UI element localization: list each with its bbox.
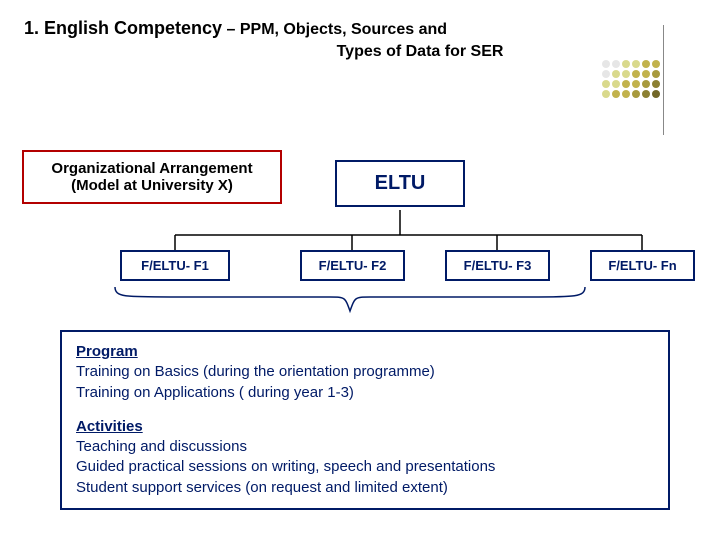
org-line1: Organizational Arrangement: [30, 160, 274, 177]
eltu-child-box: F/ELTU- F2: [300, 250, 405, 281]
decor-dot: [602, 90, 610, 98]
decor-dot: [622, 90, 630, 98]
activities-heading: Activities: [76, 417, 654, 437]
title-strong: 1. English Competency: [24, 18, 222, 38]
decor-dot: [602, 60, 610, 68]
decor-dot: [622, 70, 630, 78]
program-heading: Program: [76, 342, 654, 362]
decor-dot: [652, 80, 660, 88]
decor-dot: [622, 60, 630, 68]
decor-dot: [652, 60, 660, 68]
program-line: Training on Applications ( during year 1…: [76, 383, 654, 403]
decor-dot: [632, 70, 640, 78]
decor-dot: [622, 80, 630, 88]
title-line2: Types of Data for SER: [0, 43, 720, 61]
eltu-box: ELTU: [335, 160, 465, 207]
decor-dot: [652, 70, 660, 78]
eltu-label: ELTU: [375, 172, 426, 194]
eltu-child-box: F/ELTU- F1: [120, 250, 230, 281]
decor-dot: [652, 90, 660, 98]
activity-line: Guided practical sessions on writing, sp…: [76, 457, 654, 477]
decor-dot: [612, 90, 620, 98]
decor-dot: [632, 80, 640, 88]
decor-dot: [602, 70, 610, 78]
decor-dot: [612, 80, 620, 88]
decor-dots: [602, 60, 660, 100]
program-line: Training on Basics (during the orientati…: [76, 362, 654, 382]
activity-line: Student support services (on request and…: [76, 478, 654, 498]
decor-dot: [642, 70, 650, 78]
title-dash: –: [222, 21, 240, 38]
eltu-child-box: F/ELTU- Fn: [590, 250, 695, 281]
curly-brace: [110, 285, 590, 315]
title-sub: PPM, Objects, Sources and: [240, 21, 447, 38]
eltu-child-box: F/ELTU- F3: [445, 250, 550, 281]
decor-dot: [612, 60, 620, 68]
decor-dot: [642, 90, 650, 98]
content-box: Program Training on Basics (during the o…: [60, 330, 670, 510]
decor-dot: [642, 60, 650, 68]
org-line2: (Model at University X): [30, 177, 274, 194]
activity-line: Teaching and discussions: [76, 437, 654, 457]
decor-dot: [642, 80, 650, 88]
decor-dot: [612, 70, 620, 78]
decor-dot: [632, 60, 640, 68]
org-arrangement-box: Organizational Arrangement (Model at Uni…: [22, 150, 282, 204]
decor-vline: [663, 25, 664, 135]
decor-dot: [602, 80, 610, 88]
slide-title: 1. English Competency – PPM, Objects, So…: [0, 0, 720, 43]
decor-dot: [632, 90, 640, 98]
